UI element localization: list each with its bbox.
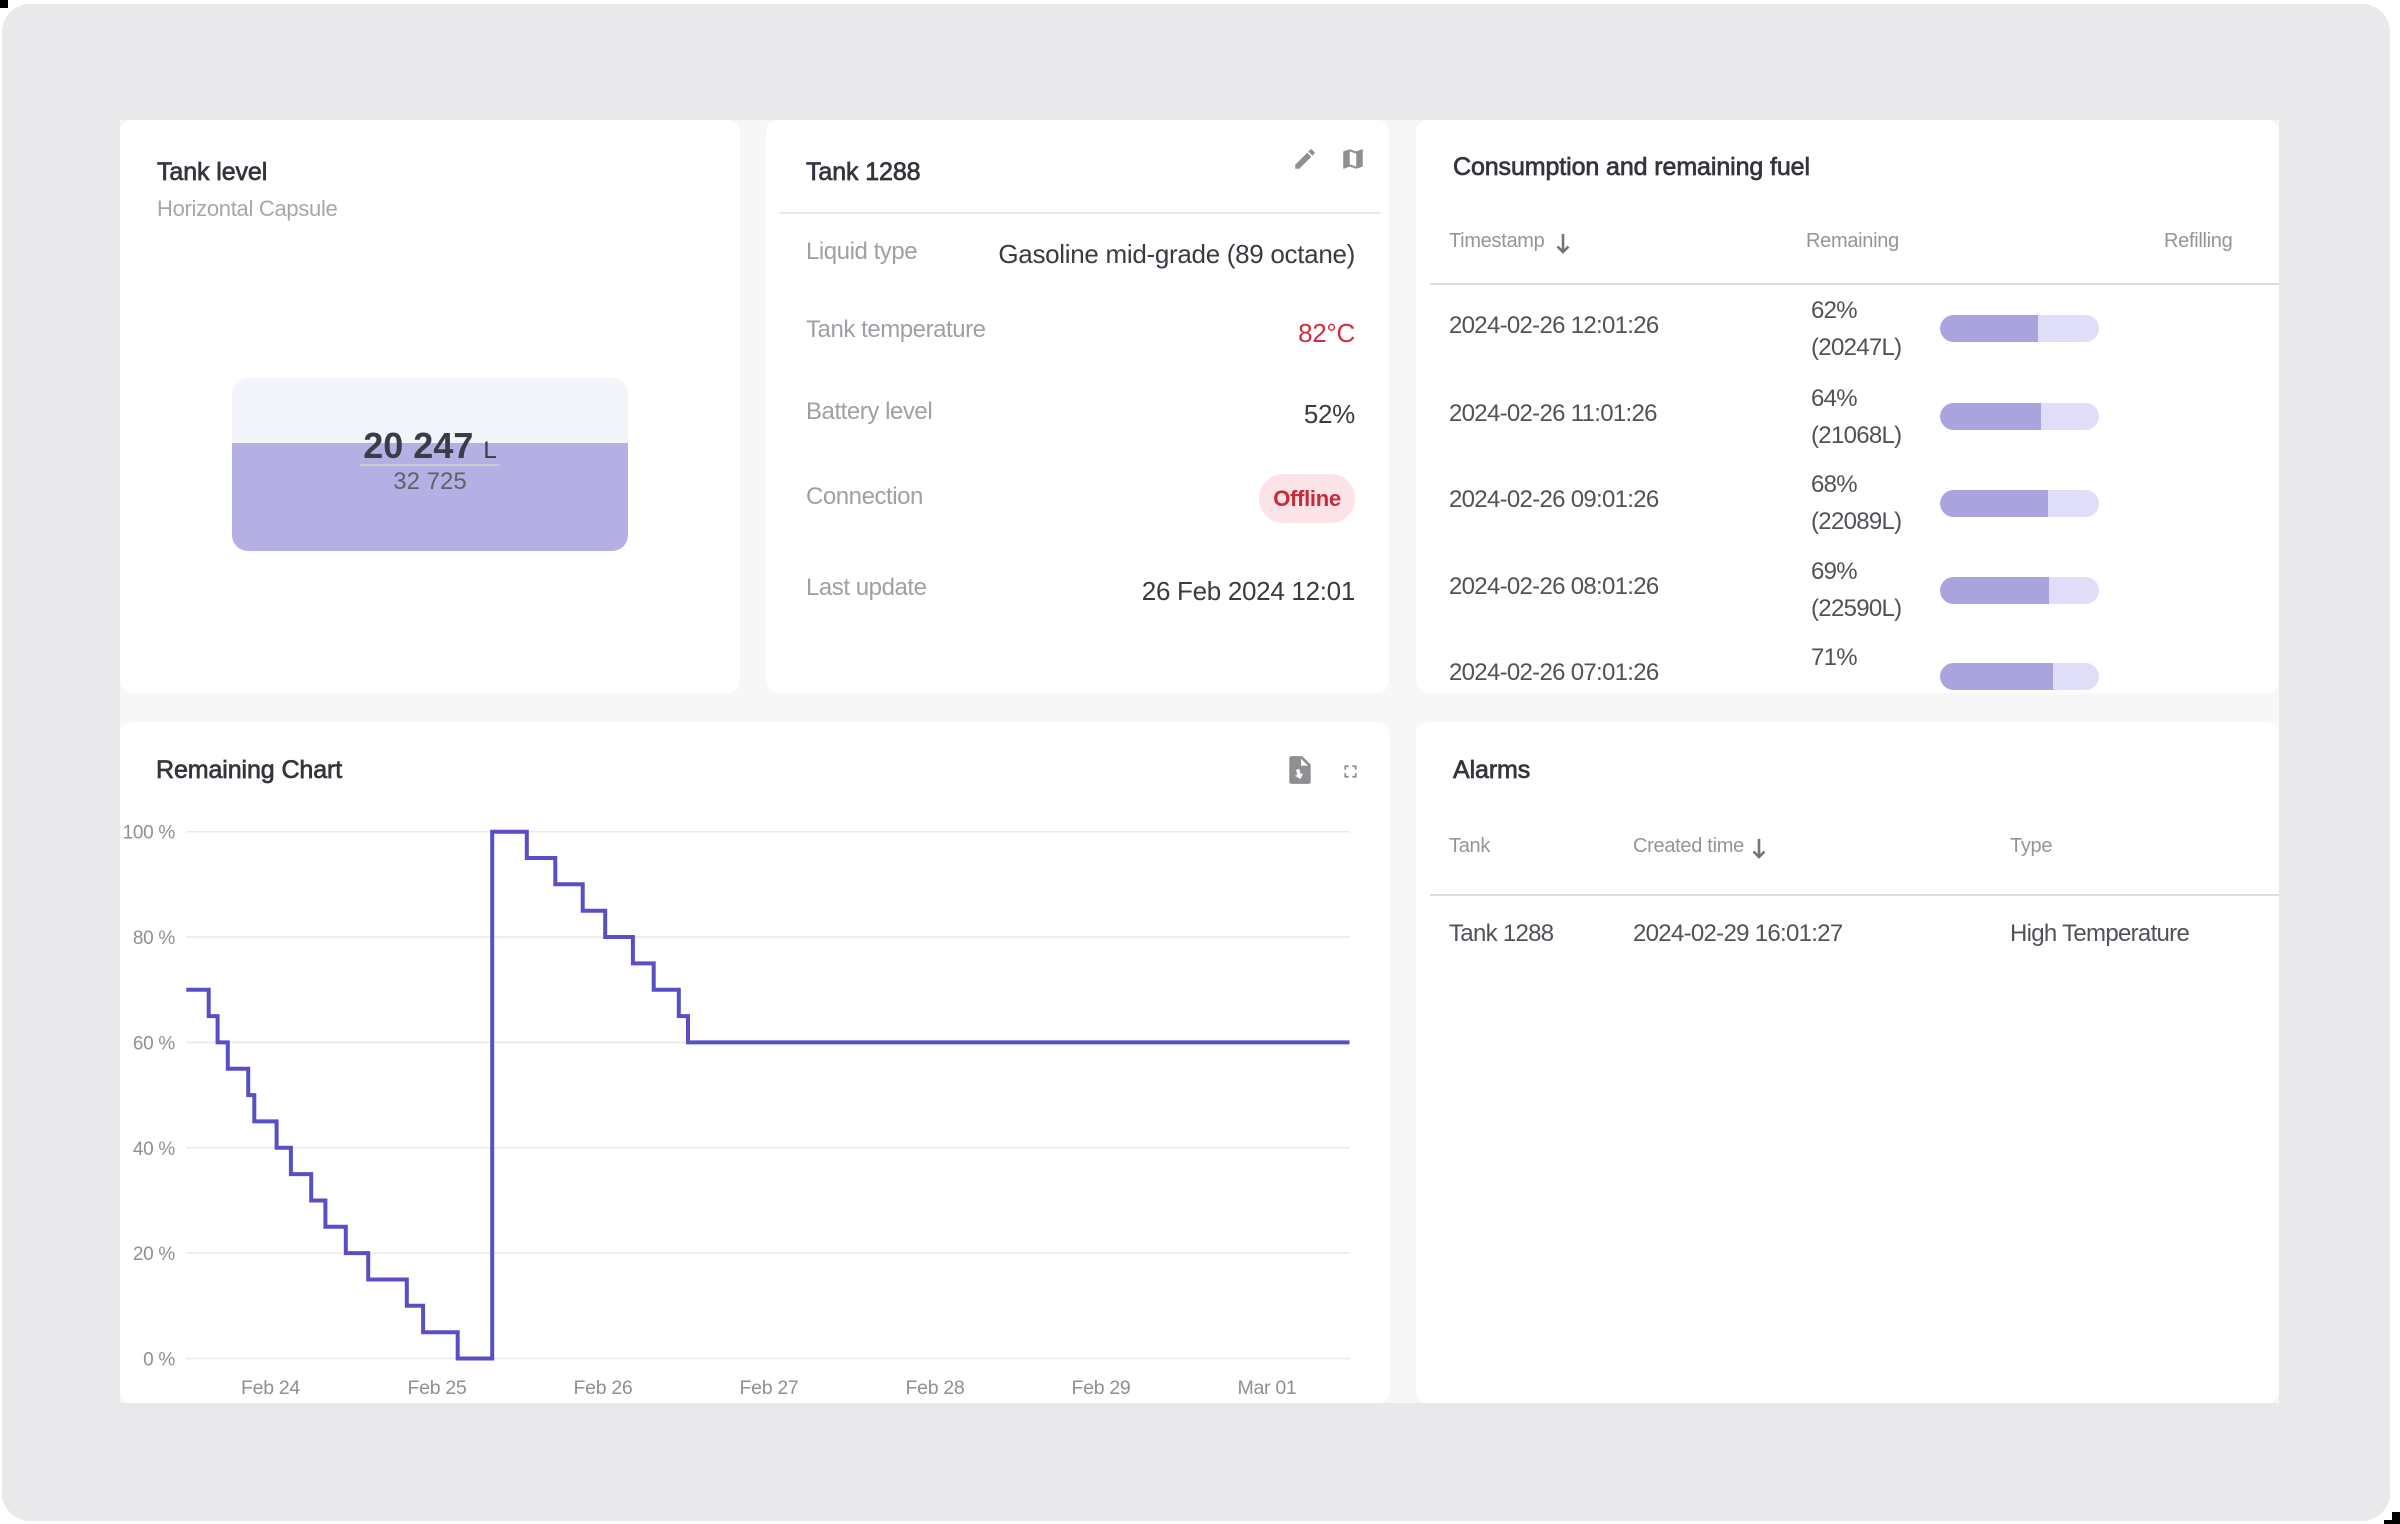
svg-text:40 %: 40 % xyxy=(133,1139,176,1160)
svg-text:Feb 24: Feb 24 xyxy=(241,1377,300,1399)
svg-text:100 %: 100 % xyxy=(123,823,176,844)
svg-text:Feb 25: Feb 25 xyxy=(408,1377,467,1399)
svg-text:60 %: 60 % xyxy=(133,1033,176,1054)
svg-text:Feb 26: Feb 26 xyxy=(574,1377,633,1399)
svg-text:Feb 28: Feb 28 xyxy=(906,1377,965,1399)
svg-text:80 %: 80 % xyxy=(133,928,176,949)
svg-text:Feb 27: Feb 27 xyxy=(740,1377,799,1399)
svg-text:20 %: 20 % xyxy=(133,1244,176,1265)
svg-text:Feb 29: Feb 29 xyxy=(1072,1377,1131,1399)
svg-text:Mar 01: Mar 01 xyxy=(1238,1377,1297,1399)
svg-text:0 %: 0 % xyxy=(143,1350,175,1371)
